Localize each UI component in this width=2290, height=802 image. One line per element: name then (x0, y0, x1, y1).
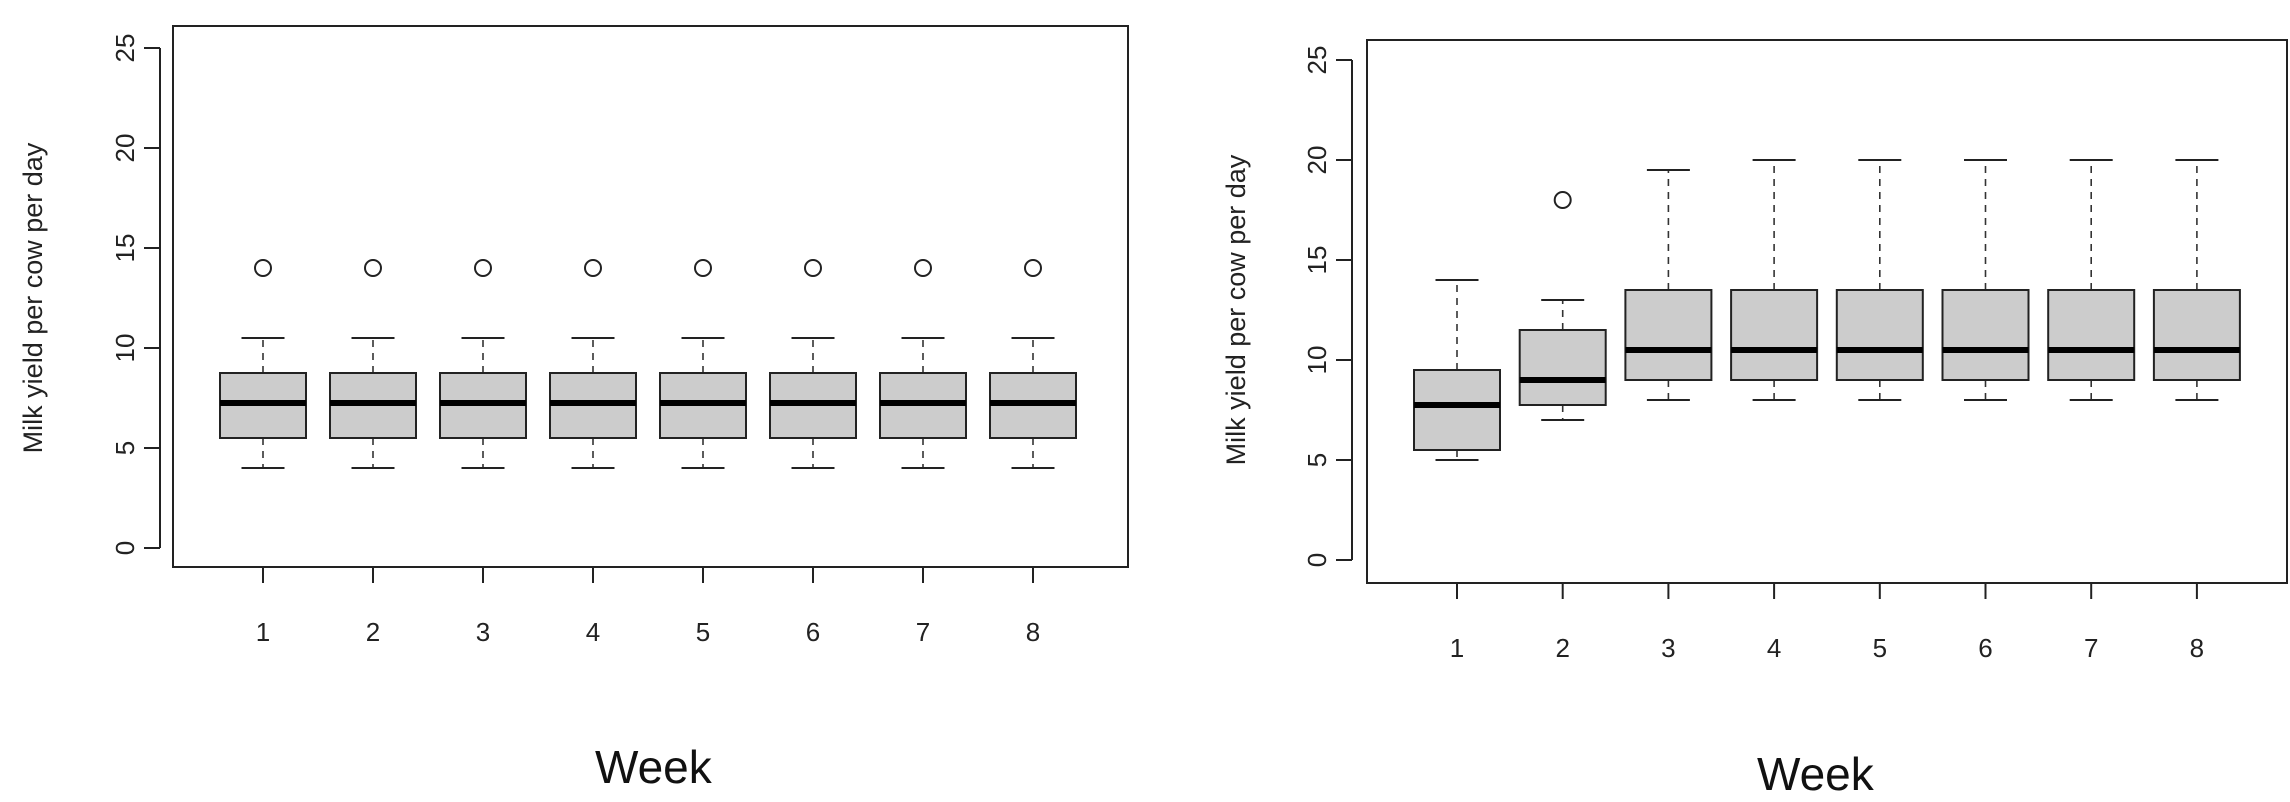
box-week-6 (769, 259, 857, 469)
outlier-point (1024, 259, 1042, 277)
y-tick-label-5: 5 (110, 441, 140, 455)
x-tick-label-2: 2 (1555, 633, 1569, 663)
outlier-point (254, 259, 272, 277)
outlier-point (584, 259, 602, 277)
y-tick-label-0: 0 (110, 541, 140, 555)
outlier-point (804, 259, 822, 277)
outlier-point (474, 259, 492, 277)
x-tick-label-6: 6 (1978, 633, 1992, 663)
iqr-box (2152, 289, 2241, 381)
left-x-axis-label: Week (595, 741, 712, 793)
y-tick-label-20: 20 (110, 134, 140, 163)
box-week-7 (879, 259, 967, 469)
y-axis-title: Milk yield per cow per day (18, 142, 48, 453)
x-tick-label-8: 8 (2190, 633, 2204, 663)
outlier-point (1553, 191, 1572, 209)
box-week-4 (549, 259, 637, 469)
iqr-box (1413, 369, 1501, 451)
x-tick-label-6: 6 (806, 617, 820, 647)
plot-frame (1366, 39, 2288, 584)
x-tick-label-1: 1 (1450, 633, 1464, 663)
outlier-point (364, 259, 382, 277)
y-tick-label-25: 25 (110, 34, 140, 63)
left-boxplot-panel: 0 5 10 15 20 25 Milk yield per cow per day 1 2 3 4… (18, 25, 1129, 647)
y-tick-label-15: 15 (110, 234, 140, 263)
x-tick-label-7: 7 (916, 617, 930, 647)
y-tick-label-15: 15 (1302, 246, 1332, 275)
iqr-box (2047, 289, 2136, 381)
iqr-box (1518, 329, 1607, 406)
y-tick-label-5: 5 (1302, 453, 1332, 467)
box-week-5 (659, 259, 747, 469)
box-week-8 (989, 259, 1077, 469)
y-axis-title: Milk yield per cow per day (1221, 154, 1251, 465)
box-week-1 (219, 259, 307, 469)
x-tick-label-5: 5 (1873, 633, 1887, 663)
box-week-7 (2047, 159, 2136, 401)
y-tick-label-0: 0 (1302, 553, 1332, 567)
x-tick-label-8: 8 (1026, 617, 1040, 647)
box-week-5 (1835, 159, 1924, 401)
box-week-3 (1624, 169, 1713, 401)
iqr-box (1730, 289, 1819, 381)
right-x-axis-label: Week (1757, 748, 1874, 800)
right-boxplot-panel: 0 5 10 15 20 25 Milk yield per cow per day 1 2 3 4… (1221, 39, 2288, 663)
iqr-box (1941, 289, 2030, 381)
iqr-box (1624, 289, 1713, 381)
y-tick-label-25: 25 (1302, 46, 1332, 75)
y-tick-label-10: 10 (1302, 346, 1332, 375)
plot-frame (172, 25, 1129, 568)
box-week-2 (1518, 191, 1607, 421)
box-week-2 (329, 259, 417, 469)
y-tick-label-20: 20 (1302, 146, 1332, 175)
x-tick-label-2: 2 (366, 617, 380, 647)
box-week-8 (2152, 159, 2241, 401)
x-tick-label-5: 5 (696, 617, 710, 647)
x-tick-label-4: 4 (1767, 633, 1781, 663)
x-tick-label-4: 4 (586, 617, 600, 647)
x-tick-label-1: 1 (256, 617, 270, 647)
box-week-3 (439, 259, 527, 469)
y-tick-label-10: 10 (110, 334, 140, 363)
x-tick-label-7: 7 (2084, 633, 2098, 663)
box-week-1 (1413, 279, 1501, 461)
iqr-box (1835, 289, 1924, 381)
x-tick-label-3: 3 (1661, 633, 1675, 663)
outlier-point (694, 259, 712, 277)
box-week-6 (1941, 159, 2030, 401)
outlier-point (914, 259, 932, 277)
x-tick-label-3: 3 (476, 617, 490, 647)
box-week-4 (1730, 159, 1819, 401)
